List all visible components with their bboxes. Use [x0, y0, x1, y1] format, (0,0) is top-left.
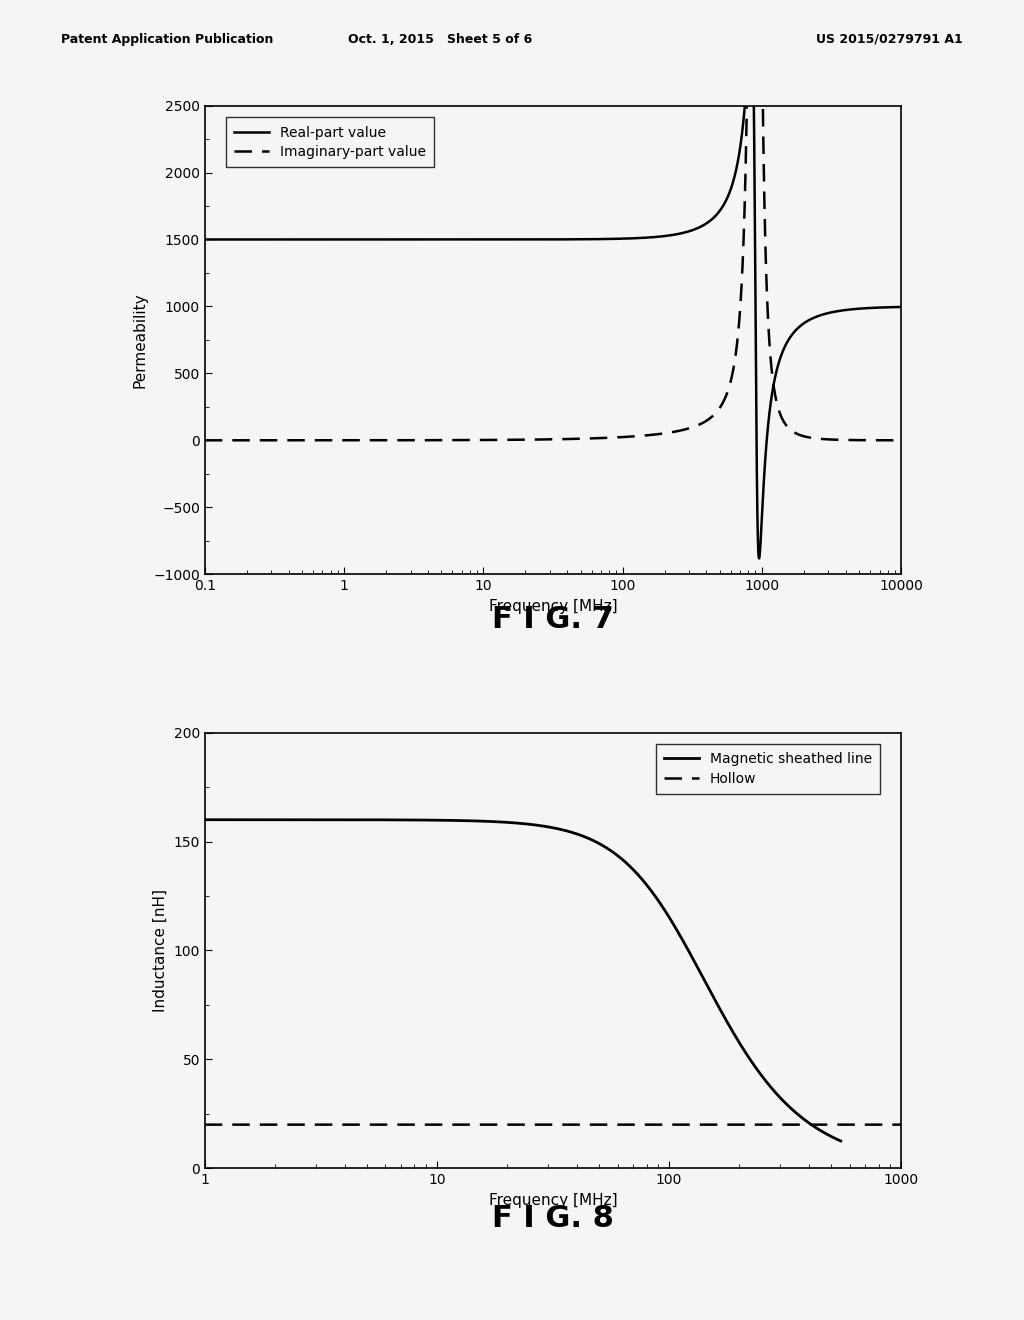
- Line: Real-part value: Real-part value: [205, 21, 901, 558]
- Y-axis label: Inductance [nH]: Inductance [nH]: [153, 888, 168, 1012]
- Line: Imaginary-part value: Imaginary-part value: [205, 0, 901, 441]
- Imaginary-part value: [718, 392, 730, 408]
- X-axis label: Frequency [MHz]: Frequency [MHz]: [488, 598, 617, 614]
- Magnetic sheathed line: [790, 1105, 802, 1121]
- Text: US 2015/0279791 A1: US 2015/0279791 A1: [816, 33, 963, 46]
- Text: F I G. 8: F I G. 8: [492, 1204, 614, 1233]
- Real-part value: [771, 359, 783, 375]
- Imaginary-part value: [616, 429, 629, 445]
- Real-part value: [745, 13, 758, 29]
- Magnetic sheathed line: [835, 1133, 847, 1148]
- Hollow: [616, 1117, 629, 1133]
- Magnetic sheathed line: [534, 817, 546, 833]
- Real-part value: [651, 228, 664, 244]
- Real-part value: [616, 231, 629, 247]
- Hollow: [771, 1117, 783, 1133]
- Y-axis label: Permeability: Permeability: [133, 292, 147, 388]
- Imaginary-part value: [326, 433, 338, 449]
- Hollow: [895, 1117, 907, 1133]
- Real-part value: [465, 231, 477, 247]
- Imaginary-part value: [465, 432, 477, 447]
- Magnetic sheathed line: [617, 853, 630, 869]
- Hollow: [718, 1117, 730, 1133]
- Magnetic sheathed line: [199, 812, 211, 828]
- Imaginary-part value: [199, 433, 211, 449]
- Text: Patent Application Publication: Patent Application Publication: [61, 33, 273, 46]
- Imaginary-part value: [771, 397, 783, 413]
- Text: Oct. 1, 2015   Sheet 5 of 6: Oct. 1, 2015 Sheet 5 of 6: [348, 33, 532, 46]
- Line: Magnetic sheathed line: Magnetic sheathed line: [205, 820, 841, 1140]
- Hollow: [326, 1117, 338, 1133]
- Imaginary-part value: [651, 426, 664, 442]
- Real-part value: [753, 550, 765, 566]
- Magnetic sheathed line: [816, 1123, 828, 1139]
- Magnetic sheathed line: [207, 812, 219, 828]
- Real-part value: [326, 231, 338, 247]
- Magnetic sheathed line: [688, 954, 700, 970]
- Imaginary-part value: [895, 433, 907, 449]
- Legend: Real-part value, Imaginary-part value: Real-part value, Imaginary-part value: [225, 117, 434, 168]
- Hollow: [651, 1117, 664, 1133]
- Hollow: [465, 1117, 477, 1133]
- Legend: Magnetic sheathed line, Hollow: Magnetic sheathed line, Hollow: [655, 744, 881, 795]
- X-axis label: Frequency [MHz]: Frequency [MHz]: [488, 1192, 617, 1208]
- Hollow: [199, 1117, 211, 1133]
- Real-part value: [718, 195, 730, 211]
- Real-part value: [199, 231, 211, 247]
- Text: F I G. 7: F I G. 7: [493, 605, 613, 634]
- Real-part value: [895, 300, 907, 315]
